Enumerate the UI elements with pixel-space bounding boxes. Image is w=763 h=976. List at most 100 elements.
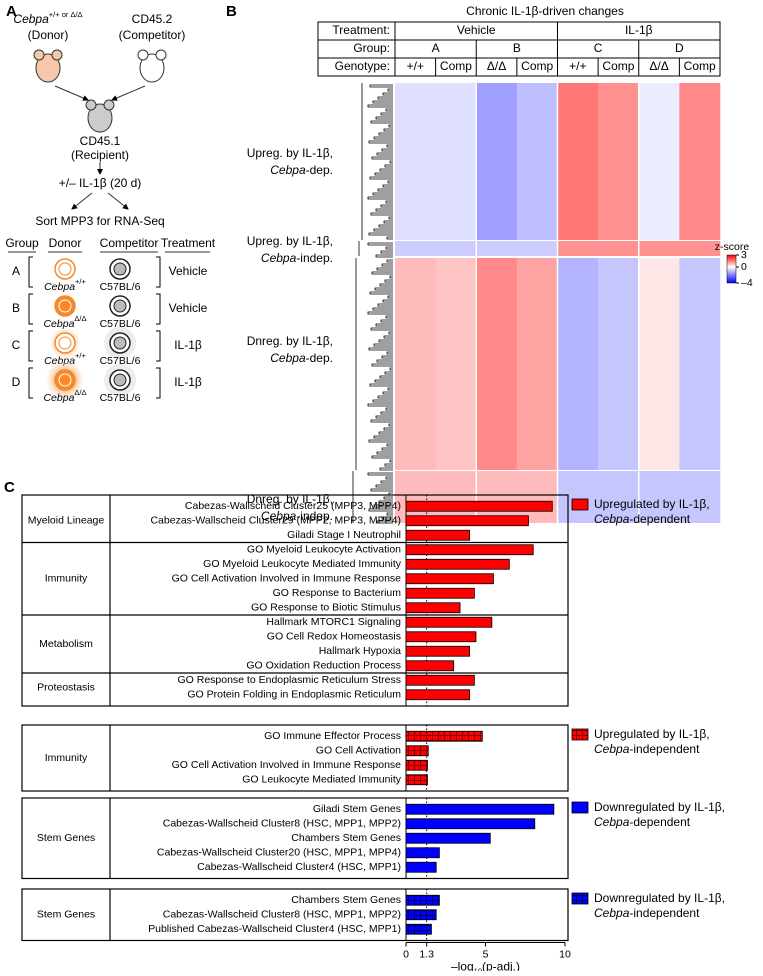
bar bbox=[405, 587, 475, 599]
bar-label: Cabezas-Wallscheid Cluster20 (HSC, MPP1,… bbox=[157, 847, 401, 859]
dendrogram-branch bbox=[383, 427, 393, 431]
panel-frame bbox=[21, 494, 569, 707]
bar bbox=[405, 803, 555, 815]
bar bbox=[405, 660, 455, 672]
legend-swatch bbox=[571, 801, 589, 814]
legend-label-part: -dependent bbox=[629, 512, 690, 526]
bracket bbox=[28, 293, 33, 325]
bracket bbox=[156, 293, 161, 325]
table-header: Donor bbox=[49, 236, 82, 250]
dendrogram-branch bbox=[388, 124, 393, 128]
bar-label: Chambers Stem Genes bbox=[291, 894, 401, 906]
heatmap-cell bbox=[395, 258, 436, 470]
row-treatment: Vehicle bbox=[169, 264, 208, 278]
bar-label: GO Protein Folding in Endoplasmic Reticu… bbox=[187, 689, 401, 701]
row-group: B bbox=[12, 301, 20, 315]
dendrogram-branch bbox=[380, 250, 393, 254]
legend-label-part: -independent bbox=[629, 742, 700, 756]
bar bbox=[405, 774, 428, 786]
dendrogram-branch bbox=[380, 480, 393, 484]
heatmap-cell bbox=[679, 241, 721, 256]
dendrogram-branch bbox=[379, 467, 393, 471]
dendrogram-branch bbox=[380, 112, 393, 116]
heatmap-cell bbox=[598, 471, 640, 523]
dendrogram-branch bbox=[376, 451, 393, 455]
dendrogram-branch bbox=[376, 359, 393, 363]
group-label: D bbox=[675, 41, 684, 55]
dendrogram-branch bbox=[370, 212, 393, 216]
bar-label: GO Cell Activation Involved in Immune Re… bbox=[172, 573, 402, 585]
dendrogram-branch bbox=[383, 128, 393, 132]
dendrogram-branch bbox=[373, 343, 393, 347]
x-tick-label: 10 bbox=[559, 948, 571, 960]
bar-label: Giladi Stem Genes bbox=[313, 803, 401, 815]
treatment-label: Vehicle bbox=[457, 23, 496, 37]
dendrogram-branch bbox=[368, 232, 393, 236]
genotype-label: Comp bbox=[521, 59, 553, 73]
donor-nucleus bbox=[58, 336, 72, 350]
dendrogram-branch bbox=[367, 311, 393, 315]
dendrogram-branch bbox=[382, 184, 393, 188]
cluster-label-part: Cebpa bbox=[261, 509, 297, 523]
dendrogram-branch bbox=[388, 423, 393, 427]
bar bbox=[405, 909, 437, 921]
dendrogram-branch bbox=[381, 263, 393, 267]
dendrogram-branch bbox=[374, 172, 393, 176]
bar-label: Cabezas-Wallscheid Cluster8 (HSC, MPP1, … bbox=[163, 909, 401, 921]
dendrogram-branch bbox=[378, 431, 393, 435]
donor-genotype: CebpaΔ/Δ bbox=[43, 388, 86, 403]
heatmap-cell bbox=[435, 83, 477, 240]
heatmap-cell bbox=[476, 471, 518, 523]
dendrogram-branch bbox=[388, 216, 393, 220]
treatment-step: +/– IL-1β (20 d) bbox=[59, 176, 142, 190]
bar bbox=[405, 544, 534, 556]
genotype-label: Δ/Δ bbox=[487, 59, 506, 73]
legend-label-part: Cebpa bbox=[594, 742, 630, 756]
legend-swatch bbox=[571, 892, 589, 905]
row-group: C bbox=[12, 338, 21, 352]
panel-label: A bbox=[6, 3, 17, 20]
heatmap-cell bbox=[598, 241, 640, 256]
panel-frame bbox=[21, 797, 569, 880]
genotype-label: Comp bbox=[602, 59, 634, 73]
dendrogram-branch bbox=[371, 363, 393, 367]
dendrogram-branch bbox=[375, 484, 393, 488]
bracket bbox=[156, 367, 161, 399]
dendrogram-branch bbox=[368, 140, 393, 144]
header-label: Genotype: bbox=[335, 59, 390, 73]
donor-nucleus bbox=[58, 262, 72, 276]
donor-genotype-part: +/+ bbox=[75, 277, 86, 286]
bar bbox=[405, 759, 428, 771]
dendrogram-branch bbox=[377, 188, 393, 192]
legend-label-part: Cebpa bbox=[594, 512, 630, 526]
bracket bbox=[28, 256, 33, 288]
genotype-label: +/+ bbox=[569, 59, 586, 73]
competitor-nucleus bbox=[113, 262, 127, 276]
dendrogram-branch bbox=[374, 287, 393, 291]
genotype-label: Δ/Δ bbox=[649, 59, 668, 73]
dendrogram-branch bbox=[385, 407, 393, 411]
header-label: Treatment: bbox=[332, 23, 390, 37]
group-label: A bbox=[432, 41, 440, 55]
dendrogram-branch bbox=[383, 496, 393, 500]
dendrogram-branch bbox=[385, 315, 393, 319]
dendrogram-branch bbox=[373, 504, 393, 508]
heatmap-cell bbox=[476, 241, 518, 256]
mice bbox=[8, 49, 210, 253]
heatmap-cell bbox=[395, 241, 436, 256]
donor-genotype: Cebpa+/+ bbox=[44, 277, 86, 292]
dendrogram-branch bbox=[373, 228, 393, 232]
cluster-label-part: Cebpa bbox=[270, 163, 306, 177]
cluster-label: Cebpa-dep. bbox=[270, 163, 333, 177]
dendrogram-branch bbox=[382, 391, 393, 395]
recipient-role: (Recipient) bbox=[71, 148, 129, 162]
dendrogram-branch bbox=[368, 347, 393, 351]
dendrogram-branch bbox=[375, 208, 393, 212]
dendrogram-branch bbox=[380, 411, 393, 415]
x-axis-title-part: 10 bbox=[474, 967, 482, 971]
panel-label: C bbox=[4, 479, 15, 496]
dendrogram-branch bbox=[371, 156, 393, 160]
dendrogram-branch bbox=[381, 355, 393, 359]
group-label: Stem Genes bbox=[37, 832, 95, 844]
legend-label-part: -dependent bbox=[629, 815, 690, 829]
